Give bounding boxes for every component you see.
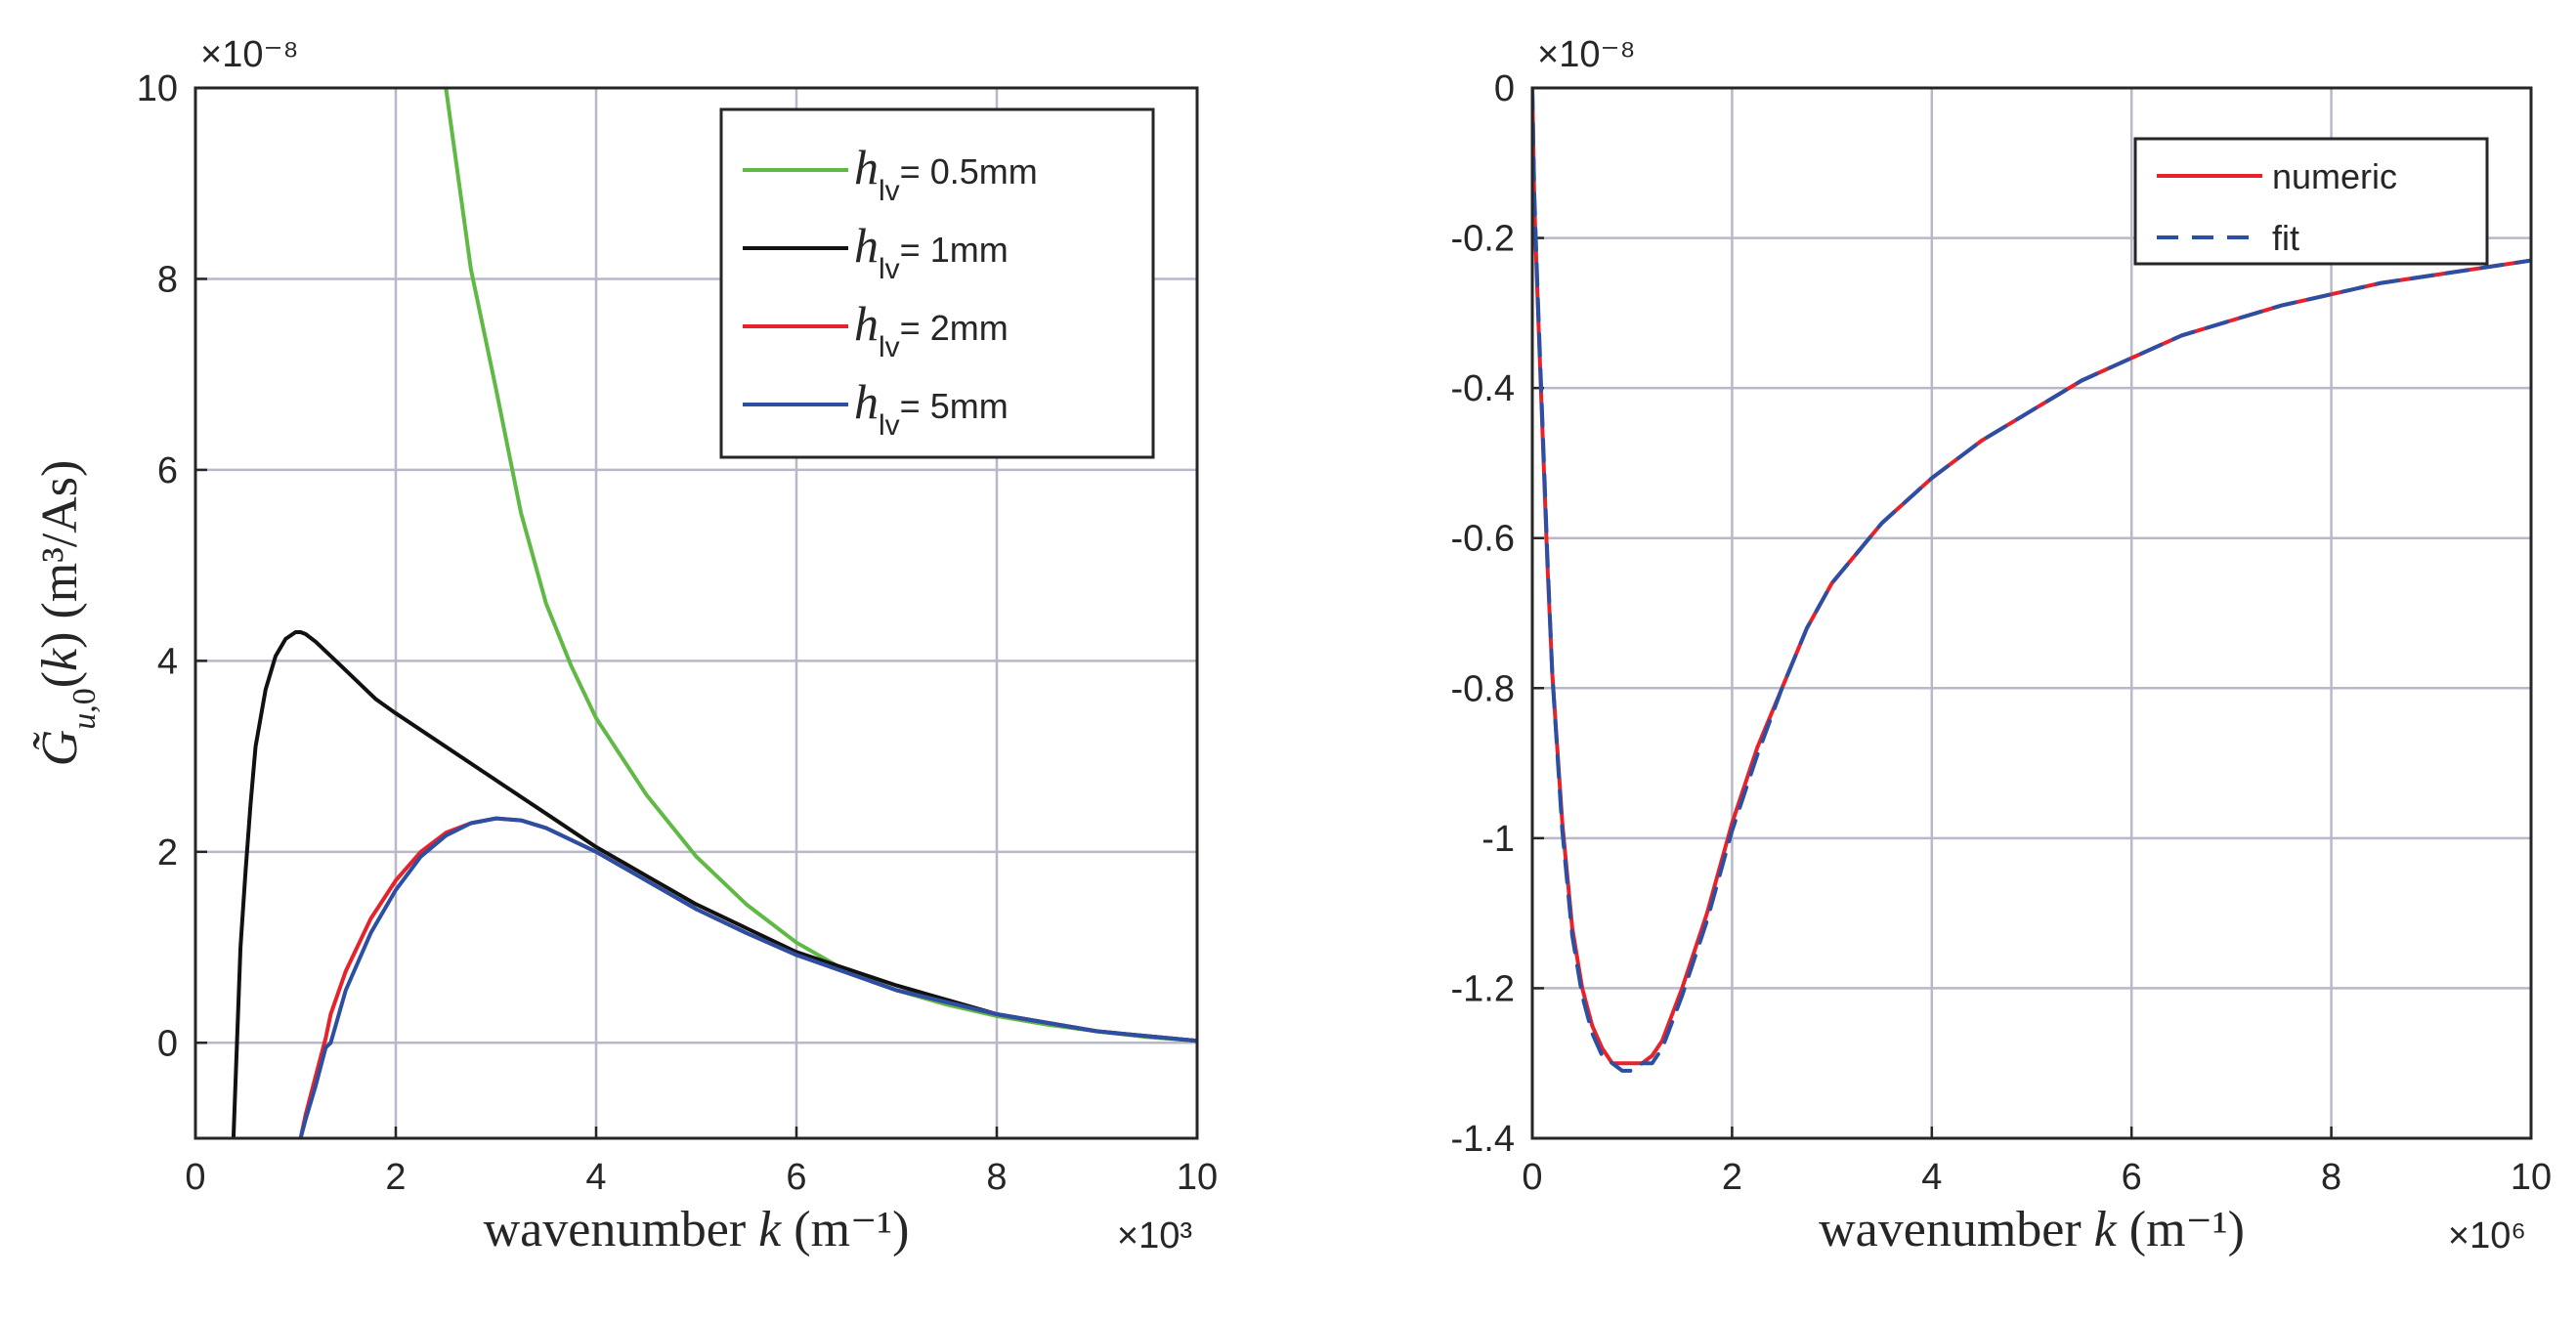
c1-y-tick-label: -1 — [1481, 819, 1515, 860]
c0-x-tick-label: 10 — [1177, 1157, 1218, 1198]
c1-series-line-1 — [1532, 88, 2531, 1073]
c0-x-tick-label: 0 — [185, 1157, 205, 1198]
c0-y-tick-label: 6 — [157, 450, 178, 491]
c0-y-axis-label: G̃u,0(k) (m³/As) — [32, 460, 103, 767]
c0-x-axis-label: wavenumber k (m⁻¹) — [484, 1202, 910, 1257]
c1-x-exponent: ×10⁶ — [2448, 1215, 2526, 1256]
c0-x-tick-label: 4 — [585, 1157, 606, 1198]
c1-y-exponent: ×10⁻⁸ — [1537, 34, 1636, 75]
c1-y-tick-label: -0.8 — [1451, 668, 1515, 709]
right-chart: 0 2 4 6 8 10 0 -0.2 -0.4 -0.6 -0.8 -1 -1.2 -1.4 ×10⁻⁸ ×… — [1451, 34, 2553, 1257]
c1-x-tick-label: 0 — [1522, 1157, 1542, 1198]
c1-legend-label-1: fit — [2272, 218, 2299, 258]
c1-legend-box — [2133, 137, 2489, 266]
c0-legend: hlv= 0.5mm hlv= 1mm hlv= 2mm hlv= 5mm — [719, 107, 1155, 459]
c0-x-tick-label: 8 — [986, 1157, 1007, 1198]
c1-y-tick-label: -0.4 — [1451, 368, 1515, 409]
c0-series-line-3 — [298, 816, 1197, 1138]
c1-x-tick-label: 10 — [2511, 1157, 2552, 1198]
c0-legend-label-1: hlv= 1mm — [854, 218, 1009, 285]
c1-x-tick-label: 8 — [2321, 1157, 2341, 1198]
c0-legend-label-2: hlv= 2mm — [854, 296, 1009, 363]
c1-axes-box — [1530, 86, 2533, 1140]
c0-legend-box — [719, 107, 1155, 459]
c1-y-tick-label: 0 — [1494, 68, 1515, 109]
c0-series-line-1 — [231, 630, 1197, 1138]
c0-series-group — [231, 88, 1197, 1138]
c0-y-tick-label: 2 — [157, 832, 178, 873]
c0-y-tick-label: 10 — [137, 68, 178, 109]
c0-y-tick-label: 4 — [157, 641, 178, 682]
c1-x-tick-label: 2 — [1722, 1157, 1742, 1198]
c1-legend-label-0: numeric — [2272, 156, 2397, 196]
c1-x-tick-label: 4 — [1921, 1157, 1942, 1198]
c1-x-tick-label: 6 — [2122, 1157, 2142, 1198]
c1-x-axis-label: wavenumber k (m⁻¹) — [1819, 1202, 2245, 1257]
c0-x-exponent: ×10³ — [1117, 1215, 1192, 1256]
c0-y-exponent: ×10⁻⁸ — [200, 34, 299, 75]
c0-x-tick-label: 2 — [385, 1157, 406, 1198]
c0-y-tick-label: 8 — [157, 259, 178, 300]
c0-legend-label-0: hlv= 0.5mm — [854, 140, 1038, 207]
c0-y-tick-label: 0 — [157, 1023, 178, 1064]
c1-y-tick-label: -1.4 — [1451, 1119, 1515, 1160]
c1-y-tick-label: -0.6 — [1451, 519, 1515, 560]
c0-x-tick-label: 6 — [786, 1157, 806, 1198]
left-chart: 0 2 4 6 8 10 0 2 4 6 8 10 ×10⁻⁸ ×10³ wavenumber k (m⁻¹… — [32, 34, 1218, 1257]
c1-legend: numeric fit — [2133, 137, 2489, 266]
c1-y-tick-label: -1.2 — [1451, 968, 1515, 1009]
c1-series-group — [1532, 88, 2531, 1073]
c1-y-tick-label: -0.2 — [1451, 219, 1515, 260]
c0-axes-box — [193, 86, 1199, 1140]
c0-legend-label-3: hlv= 5mm — [854, 374, 1009, 442]
